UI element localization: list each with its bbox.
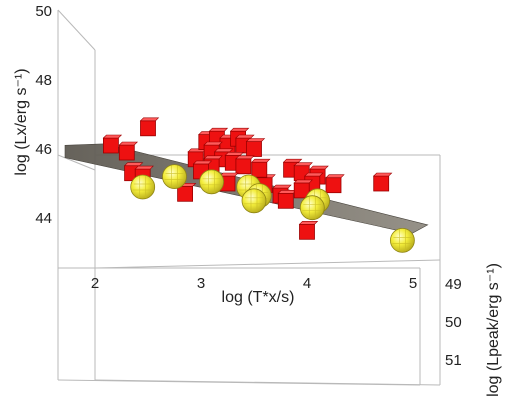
red-cube-point bbox=[235, 155, 255, 175]
z-tick-label: 51 bbox=[445, 352, 462, 369]
x-tick-label: 5 bbox=[409, 275, 417, 292]
y-axis-label: log (Lx/erg s⁻¹) bbox=[13, 68, 30, 175]
red-cube-point bbox=[325, 174, 345, 194]
tick-labels: 2 3 4 5 44 46 48 50 49 50 51 bbox=[35, 3, 461, 369]
x-axis-label: log (T*x/s) bbox=[222, 289, 295, 306]
yellow-sphere-point bbox=[162, 164, 187, 190]
red-cube-point bbox=[277, 190, 298, 209]
red-cube-point bbox=[251, 158, 271, 178]
data-marks bbox=[102, 117, 415, 253]
red-cube-point bbox=[102, 134, 123, 154]
z-tick-label: 50 bbox=[445, 314, 462, 331]
z-tick-label: 49 bbox=[445, 276, 462, 293]
yellow-sphere-point bbox=[130, 174, 156, 200]
yellow-sphere-point bbox=[389, 227, 415, 253]
red-cube-point bbox=[298, 221, 319, 240]
z-axis-label: log (Lpeak/erg s⁻¹) bbox=[485, 263, 502, 397]
red-cube-point bbox=[139, 117, 160, 137]
red-cube-point bbox=[372, 172, 393, 192]
yellow-sphere-point bbox=[199, 169, 225, 195]
yellow-sphere-point bbox=[299, 195, 325, 221]
yellow-sphere-point bbox=[241, 188, 267, 214]
x-tick-label: 2 bbox=[91, 275, 99, 292]
x-tick-label: 4 bbox=[303, 275, 311, 292]
y-tick-label: 50 bbox=[35, 3, 52, 20]
y-tick-label: 46 bbox=[35, 141, 52, 158]
y-tick-label: 48 bbox=[35, 72, 52, 89]
y-tick-label: 44 bbox=[35, 210, 52, 227]
plot-box bbox=[57, 9, 441, 386]
red-cube-point bbox=[118, 141, 139, 161]
red-cube-point bbox=[293, 179, 313, 199]
x-tick-label: 3 bbox=[197, 275, 205, 292]
red-cube-point bbox=[245, 138, 266, 157]
